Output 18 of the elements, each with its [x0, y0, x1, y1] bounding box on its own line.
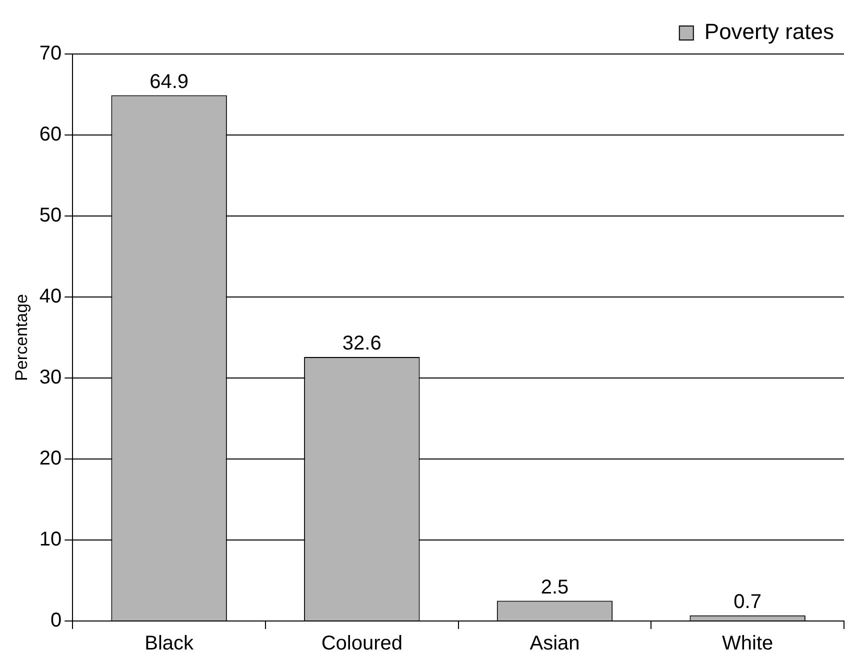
y-tick-label: 20: [39, 448, 62, 470]
y-tick-label: 30: [39, 366, 62, 389]
x-tick-label: White: [722, 632, 774, 655]
data-label: 32.6: [342, 332, 382, 354]
y-tick-label: 50: [39, 204, 62, 227]
y-tick-label: 70: [39, 42, 62, 65]
data-label: 0.7: [734, 590, 762, 613]
y-tick-label: 0: [50, 610, 62, 632]
data-label: 64.9: [150, 70, 189, 93]
y-tick-label: 40: [39, 286, 62, 308]
x-tick-label: Black: [144, 632, 195, 655]
legend-label: Poverty rates: [704, 19, 834, 44]
y-tick-label: 10: [39, 528, 62, 551]
y-tick-label: 60: [39, 124, 62, 146]
x-tick-label: Asian: [530, 632, 580, 655]
y-axis-title: Percentage: [12, 294, 31, 381]
x-tick-label: Coloured: [321, 632, 402, 655]
data-label: 2.5: [540, 576, 569, 598]
